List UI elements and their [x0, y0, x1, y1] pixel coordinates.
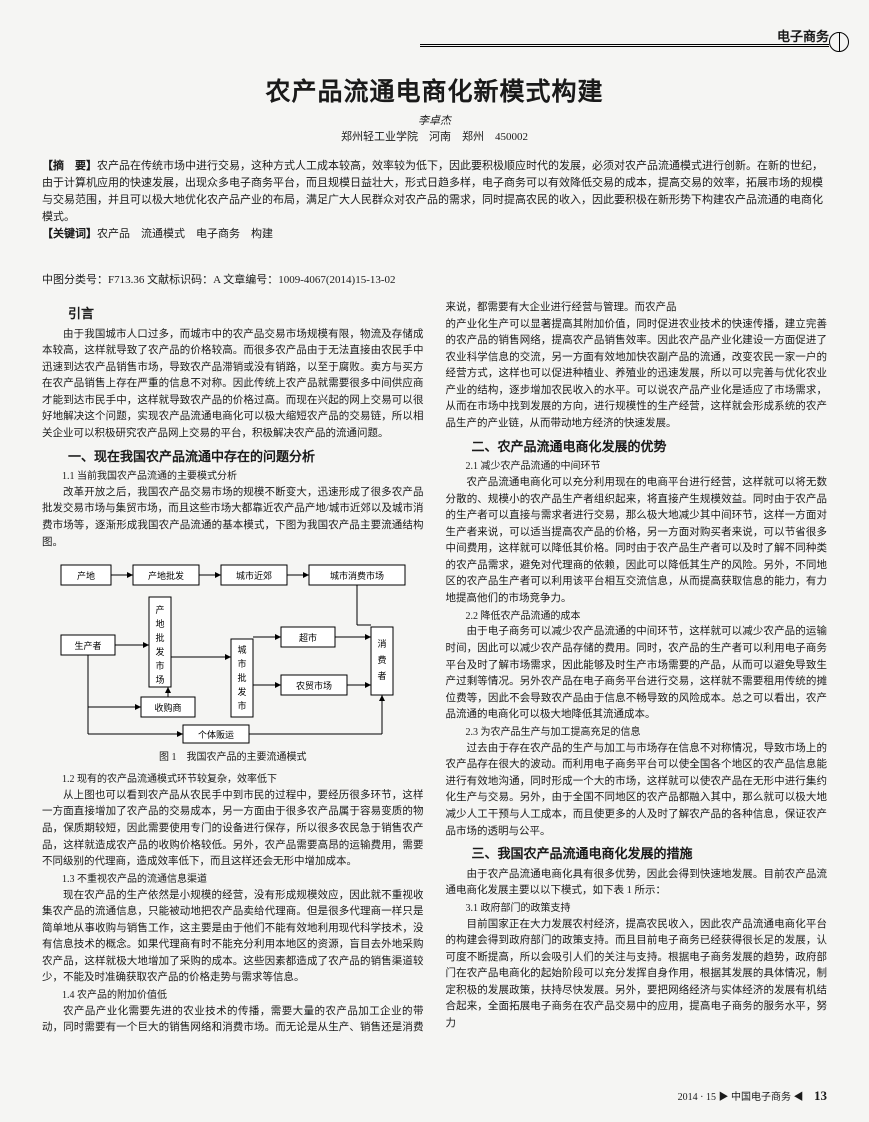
svg-text:城: 城 [237, 645, 246, 655]
abstract-text: 农产品在传统市场中进行交易，这种方式人工成本较高，效率较为低下，因此要积极顺应时… [42, 160, 823, 223]
section-2-3-para: 过去由于存在农产品的生产与加工与市场存在信息不对称情况，导致市场上的农产品存在很… [446, 741, 828, 840]
svg-text:农贸市场: 农贸市场 [296, 680, 332, 691]
svg-text:批: 批 [155, 632, 164, 643]
section-1-4-para-b: 的产业化生产可以显著提高其附加价值，同时促进农业技术的快速传播，建立完善的农产品… [446, 317, 828, 433]
flowchart-svg: 产地 产地批发 城市近郊 城市消费市场 生产者 产 地 批 发 市 场 城 市 [53, 557, 413, 747]
classification-line: 中图分类号：F713.36 文献标识码：A 文章编号：1009-4067(201… [42, 272, 827, 289]
keywords-text: 农产品 流通模式 电子商务 构建 [97, 228, 273, 240]
svg-text:者: 者 [377, 671, 386, 681]
footer-issue: 2014 · 15 [678, 1092, 716, 1103]
section-1-4-sub: 1.4 农产品的附加价值低 [42, 988, 424, 1004]
header-category: 电子商务 [777, 26, 829, 45]
section-2-3-sub: 2.3 为农产品生产与加工提高充足的信息 [446, 725, 828, 741]
figure-1: 产地 产地批发 城市近郊 城市消费市场 生产者 产 地 批 发 市 场 城 市 [42, 557, 424, 766]
svg-text:个体贩运: 个体贩运 [198, 729, 234, 740]
section-1-1-para: 改革开放之后，我国农产品交易市场的规模不断变大，迅速形成了很多农产品批发交易市场… [42, 485, 424, 551]
svg-text:发: 发 [155, 646, 164, 657]
page-footer: 2014 · 15 ▶ 中国电子商务 ◀ 13 [678, 1088, 827, 1104]
section-1-1-sub: 1.1 当前我国农产品流通的主要模式分析 [42, 469, 424, 485]
header-ornament [829, 32, 849, 52]
svg-text:批: 批 [237, 672, 246, 683]
intro-heading: 引言 [42, 304, 424, 325]
svg-text:场: 场 [155, 675, 164, 685]
svg-text:生产者: 生产者 [74, 640, 101, 651]
svg-text:产: 产 [155, 604, 164, 615]
section-2-1-sub: 2.1 减少农产品流通的中间环节 [446, 459, 828, 475]
abstract-block: 【摘 要】农产品在传统市场中进行交易，这种方式人工成本较高，效率较为低下，因此要… [42, 158, 827, 243]
svg-text:城市消费市场: 城市消费市场 [330, 570, 384, 581]
section-1-3-para: 现在农产品的生产依然是小规模的经营，没有形成规模效应，因此就不重视收集农产品的流… [42, 888, 424, 987]
intro-para: 由于我国城市人口过多，而城市中的农产品交易市场规模有限，物流及存储成本较高，这样… [42, 327, 424, 443]
section-1-2-sub: 1.2 现有的农产品流通模式环节较复杂，效率低下 [42, 772, 424, 788]
svg-text:超市: 超市 [299, 632, 317, 643]
figure-1-caption: 图 1 我国农产品的主要流通模式 [42, 750, 424, 766]
footer-page: 13 [814, 1088, 827, 1103]
section-2-1-para: 农产品流通电商化可以充分利用现在的电商平台进行经营，这样就可以将无数分散的、规模… [446, 475, 828, 608]
article-title: 农产品流通电商化新模式构建 [0, 72, 869, 108]
svg-text:城市近郊: 城市近郊 [236, 570, 272, 581]
svg-text:市: 市 [237, 658, 246, 669]
svg-text:费: 费 [377, 654, 386, 665]
section-1-2-para: 从上图也可以看到农产品从农民手中到市民的过程中，要经历很多环节，这样一方面直接增… [42, 788, 424, 871]
section-2-heading: 二、农产品流通电商化发展的优势 [446, 437, 828, 458]
footer-journal: ▶ 中国电子商务 ◀ [719, 1092, 804, 1103]
section-3-intro-para: 由于农产品流通电商化具有很多优势，因此会得到快速地发展。目前农产品流通电商化发展… [446, 867, 828, 900]
article-author: 李卓杰 [0, 112, 869, 128]
section-1-heading: 一、现在我国农产品流通中存在的问题分析 [42, 447, 424, 468]
svg-text:消: 消 [377, 638, 386, 649]
svg-text:收购商: 收购商 [154, 702, 181, 713]
keywords-label: 【关键词】 [42, 228, 97, 240]
section-3-1-para: 目前国家正在大力发展农村经济，提高农民收入，因此农产品流通电商化平台的构建会得到… [446, 917, 828, 1033]
abstract-label: 【摘 要】 [42, 160, 97, 172]
section-2-2-sub: 2.2 降低农产品流通的成本 [446, 609, 828, 625]
svg-text:产地: 产地 [77, 570, 95, 581]
body-columns: 引言 由于我国城市人口过多，而城市中的农产品交易市场规模有限，物流及存储成本较高… [42, 300, 827, 1072]
svg-text:发: 发 [237, 686, 246, 697]
svg-text:市: 市 [155, 660, 164, 671]
svg-text:市: 市 [237, 700, 246, 711]
section-3-1-sub: 3.1 政府部门的政策支持 [446, 901, 828, 917]
svg-text:地: 地 [155, 618, 164, 629]
svg-text:产地批发: 产地批发 [148, 570, 184, 581]
section-2-2-para: 由于电子商务可以减少农产品流通的中间环节，这样就可以减少农产品的运输时间，因此可… [446, 624, 828, 723]
header-rule [420, 44, 829, 47]
article-affiliation: 郑州轻工业学院 河南 郑州 450002 [0, 128, 869, 144]
section-3-heading: 三、我国农产品流通电商化发展的措施 [446, 844, 828, 865]
section-1-3-sub: 1.3 不重视农产品的流通信息渠道 [42, 872, 424, 888]
